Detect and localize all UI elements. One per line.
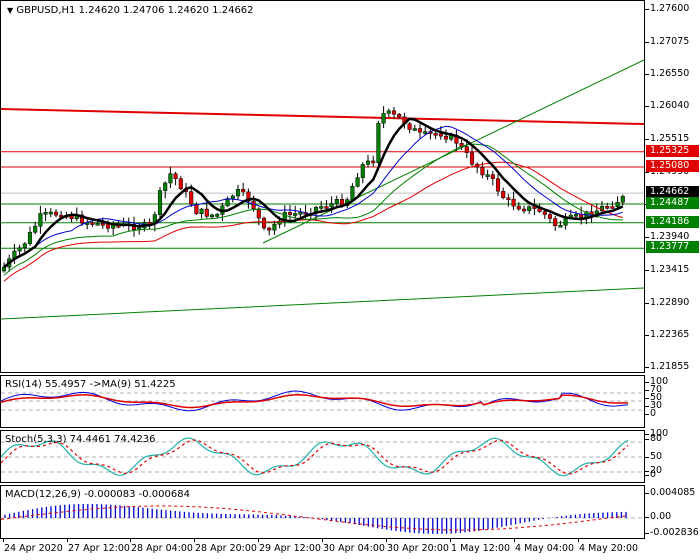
price-label: 1.21855 xyxy=(650,361,690,372)
macd-canvas xyxy=(1,503,644,534)
indicator-axis-label: 30 xyxy=(650,400,663,411)
indicator-axis-label: 70 xyxy=(650,384,663,395)
price-label: 1.26040 xyxy=(650,100,690,112)
stoch-axis: 100 80 50 20 0 xyxy=(645,428,700,483)
indicator-axis-label: 50 xyxy=(650,392,663,403)
chart-title: ▼ GBPUSD,H1 1.24620 1.24706 1.24620 1.24… xyxy=(7,5,254,16)
time-label: 28 Apr 04:00 xyxy=(131,543,193,554)
axis-tick xyxy=(645,171,649,173)
time-tick xyxy=(450,538,451,542)
axis-tick xyxy=(645,335,649,337)
time-label: 4 May 04:00 xyxy=(515,543,575,554)
time-label: 29 Apr 12:00 xyxy=(259,543,321,554)
axis-tick xyxy=(645,475,649,476)
indicator-axis-label: 100 xyxy=(650,428,669,439)
price-tag: 1.25325 xyxy=(646,144,699,157)
axis-tick xyxy=(645,517,649,518)
dropdown-triangle-icon[interactable]: ▼ xyxy=(7,6,14,15)
axis-tick xyxy=(645,439,649,440)
time-label: 30 Apr 20:00 xyxy=(387,543,449,554)
time-tick xyxy=(3,538,4,542)
indicator-axis-label: 80 xyxy=(650,433,663,444)
indicator-axis-label: 50 xyxy=(650,451,663,462)
price-axis: 1.276001.270751.265501.260401.255151.249… xyxy=(645,0,700,373)
axis-tick xyxy=(645,398,649,399)
price-tag: 1.25080 xyxy=(646,160,699,173)
axis-tick xyxy=(645,471,649,472)
price-label: 1.23940 xyxy=(650,231,690,243)
price-label: 1.27600 xyxy=(650,3,690,14)
time-label: 1 May 12:00 xyxy=(451,543,511,554)
time-tick xyxy=(386,538,387,542)
axis-tick xyxy=(645,9,649,10)
time-tick xyxy=(322,538,323,542)
rsi-canvas xyxy=(1,390,644,412)
price-label: 1.25515 xyxy=(650,132,690,144)
axis-tick xyxy=(645,457,649,458)
stoch-canvas xyxy=(1,437,644,477)
indicator-axis-label: 20 xyxy=(650,465,663,476)
indicator-axis-label: 100 xyxy=(650,376,669,387)
axis-tick xyxy=(645,390,649,391)
indicator-axis-label: 0 xyxy=(650,408,657,419)
axis-tick xyxy=(645,41,649,43)
time-tick xyxy=(258,538,259,542)
price-tag: 1.24662 xyxy=(646,186,699,199)
price-tag: 1.23777 xyxy=(646,241,699,254)
time-tick xyxy=(514,538,515,542)
price-chart-canvas xyxy=(1,59,644,320)
macd-pane[interactable]: MACD(12,26,9) -0.000083 -0.000684 xyxy=(0,485,645,539)
symbol-ohlc: GBPUSD,H1 1.24620 1.24706 1.24620 1.2466… xyxy=(16,5,254,16)
time-label: 24 Apr 2020 xyxy=(4,543,63,554)
price-tag: 1.24487 xyxy=(646,196,699,209)
price-label: 1.23415 xyxy=(650,263,690,275)
axis-tick xyxy=(645,406,649,407)
axis-tick xyxy=(645,382,649,383)
time-tick xyxy=(194,538,195,542)
axis-tick xyxy=(645,302,649,304)
price-label: 1.26550 xyxy=(650,68,690,80)
axis-tick xyxy=(645,367,649,368)
axis-tick xyxy=(645,74,649,76)
time-tick xyxy=(67,538,68,542)
axis-tick xyxy=(645,138,649,140)
time-label: 27 Apr 12:00 xyxy=(68,543,130,554)
rsi-axis: 100 70 50 30 0 xyxy=(645,375,700,428)
macd-axis: 0.004085 0.00 -0.002836 xyxy=(645,485,700,539)
axis-tick xyxy=(645,533,649,534)
axis-tick xyxy=(645,414,649,415)
indicator-axis-label: 0 xyxy=(650,469,657,480)
time-label: 4 May 20:00 xyxy=(579,543,639,554)
stoch-title: Stoch(5,3,3) 74.4461 74.4236 xyxy=(5,434,156,445)
stoch-pane[interactable]: Stoch(5,3,3) 74.4461 74.4236 xyxy=(0,430,645,483)
rsi-title: RSI(14) 55.4957 ->MA(9) 51.4225 xyxy=(5,379,176,390)
price-label: 1.22365 xyxy=(650,329,690,341)
time-tick xyxy=(578,538,579,542)
time-axis: 24 Apr 2020 27 Apr 12:00 28 Apr 04:00 28 Ap… xyxy=(0,538,645,560)
rsi-pane[interactable]: RSI(14) 55.4957 ->MA(9) 51.4225 xyxy=(0,375,645,428)
macd-title: MACD(12,26,9) -0.000083 -0.000684 xyxy=(5,489,190,500)
axis-tick xyxy=(645,106,649,108)
main-chart-pane[interactable]: ▼ GBPUSD,H1 1.24620 1.24706 1.24620 1.24… xyxy=(0,0,645,373)
time-label: 30 Apr 04:00 xyxy=(323,543,385,554)
time-tick xyxy=(130,538,131,542)
axis-tick xyxy=(645,434,649,435)
axis-tick xyxy=(645,269,649,271)
price-tag: 1.24186 xyxy=(646,215,699,228)
axis-tick xyxy=(645,237,649,239)
time-label: 28 Apr 20:00 xyxy=(195,543,257,554)
price-label: 1.22890 xyxy=(650,296,690,308)
indicator-axis-label: -0.002836 xyxy=(650,527,699,538)
indicator-axis-label: 0.00 xyxy=(650,511,672,522)
price-label: 1.27075 xyxy=(650,35,690,47)
axis-tick xyxy=(645,493,649,494)
indicator-axis-label: 0.004085 xyxy=(650,487,696,498)
